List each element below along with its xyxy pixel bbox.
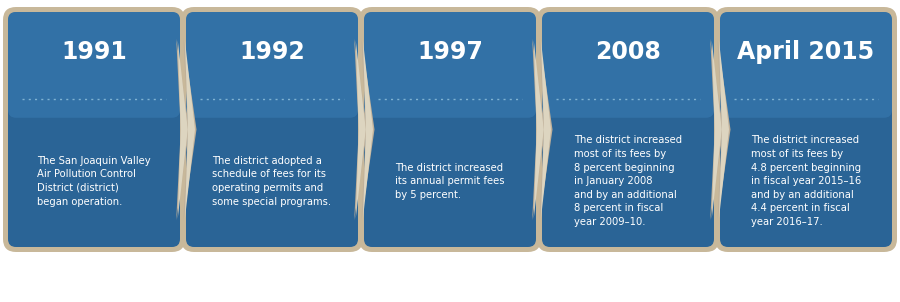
- Polygon shape: [719, 40, 729, 219]
- Polygon shape: [534, 40, 544, 219]
- Text: 1991: 1991: [61, 40, 127, 64]
- Polygon shape: [176, 39, 189, 220]
- PathPatch shape: [720, 12, 892, 247]
- Polygon shape: [712, 40, 722, 219]
- Polygon shape: [539, 39, 553, 220]
- Text: April 2015: April 2015: [737, 40, 875, 64]
- Text: 1992: 1992: [239, 40, 305, 64]
- PathPatch shape: [186, 12, 358, 247]
- PathPatch shape: [542, 12, 714, 118]
- PathPatch shape: [8, 12, 180, 118]
- Polygon shape: [717, 39, 731, 220]
- PathPatch shape: [181, 7, 363, 252]
- PathPatch shape: [364, 12, 536, 118]
- Polygon shape: [184, 40, 195, 219]
- Text: The district increased
most of its fees by
4.8 percent beginning
in fiscal year : The district increased most of its fees …: [751, 135, 861, 227]
- PathPatch shape: [542, 12, 714, 247]
- Polygon shape: [362, 39, 374, 220]
- Text: The district adopted a
schedule of fees for its
operating permits and
some speci: The district adopted a schedule of fees …: [212, 156, 331, 207]
- Polygon shape: [363, 40, 373, 219]
- PathPatch shape: [359, 7, 541, 252]
- PathPatch shape: [8, 12, 180, 247]
- PathPatch shape: [3, 7, 185, 252]
- Polygon shape: [532, 39, 545, 220]
- Polygon shape: [356, 40, 365, 219]
- PathPatch shape: [720, 12, 892, 118]
- Text: 1997: 1997: [417, 40, 483, 64]
- PathPatch shape: [186, 12, 358, 118]
- PathPatch shape: [537, 7, 719, 252]
- Polygon shape: [177, 40, 188, 219]
- Polygon shape: [184, 39, 196, 220]
- PathPatch shape: [364, 12, 536, 247]
- Text: The San Joaquin Valley
Air Pollution Control
District (district)
began operation: The San Joaquin Valley Air Pollution Con…: [37, 156, 151, 207]
- PathPatch shape: [715, 7, 897, 252]
- Text: The district increased
its annual permit fees
by 5 percent.: The district increased its annual permit…: [395, 162, 505, 200]
- Polygon shape: [355, 39, 367, 220]
- Polygon shape: [541, 40, 551, 219]
- Text: The district increased
most of its fees by
8 percent beginning
in January 2008
a: The district increased most of its fees …: [574, 135, 682, 227]
- Text: 2008: 2008: [595, 40, 661, 64]
- Polygon shape: [710, 39, 724, 220]
